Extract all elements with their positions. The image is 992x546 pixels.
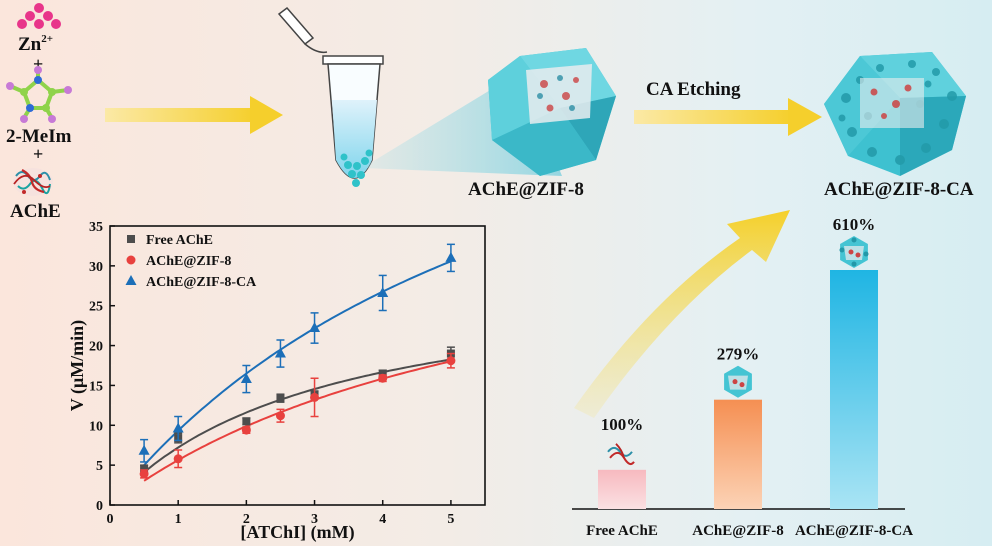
zinc-ions-icon: [17, 3, 61, 29]
y-tick-label: 0: [96, 499, 103, 514]
bar-value-label-1: 279%: [717, 345, 760, 364]
molecule-atoms: [6, 66, 72, 123]
reaction-tube-icon: [277, 6, 384, 187]
bar-0: [598, 469, 646, 509]
data-point-1: [173, 454, 183, 464]
plus-sign: +: [33, 54, 43, 74]
data-point-1: [241, 425, 251, 435]
x-tick-label: 3: [311, 512, 318, 527]
y-tick-label: 20: [89, 340, 103, 355]
zif8-ca-small-crystal-icon: [839, 236, 869, 268]
plot-frame: [109, 225, 486, 506]
y-tick-label: 15: [89, 379, 103, 394]
legend-label-1: AChE@ZIF-8: [146, 254, 231, 269]
data-point-2: [138, 444, 150, 455]
data-point-0: [140, 465, 149, 474]
bar-2: [830, 270, 878, 509]
bar-1: [714, 399, 762, 509]
data-point-0: [276, 394, 285, 403]
y-tick-label: 30: [89, 260, 103, 275]
data-point-2: [274, 347, 286, 358]
synthesis-arrow: [105, 96, 283, 134]
zif8-ca-porous-crystal-icon: [824, 52, 966, 176]
activity-bar-chart: 100% Free AChE 279% AChE@ZIF-8 610% AChE@ZIF-…: [572, 215, 913, 539]
y-tick-label: 35: [89, 220, 103, 235]
x-tick-label: 2: [243, 512, 250, 527]
data-point-0: [242, 417, 251, 426]
fit-curve-1: [143, 360, 452, 482]
legend-marker-2: [125, 275, 137, 285]
bar-value-label-0: 100%: [601, 415, 644, 434]
bar-value-label-2: 610%: [833, 215, 876, 234]
data-point-2: [445, 251, 457, 262]
enzyme-label: AChE: [10, 201, 61, 222]
zn-label: Zn2+: [18, 33, 53, 55]
product1-label: AChE@ZIF-8: [468, 179, 584, 200]
data-point-1: [446, 356, 456, 366]
data-point-0: [378, 369, 387, 378]
bar-category-label-1: AChE@ZIF-8: [692, 523, 783, 539]
data-point-1: [275, 411, 285, 421]
data-point-1: [310, 392, 320, 402]
data-point-2: [240, 373, 252, 384]
fit-curve-2: [143, 260, 452, 466]
legend-label-0: Free AChE: [146, 233, 213, 248]
mim-label: 2-MeIm: [6, 126, 72, 147]
bar-category-label-0: Free AChE: [586, 523, 658, 539]
legend-marker-0: [127, 235, 135, 243]
legend-label-2: AChE@ZIF-8-CA: [146, 275, 257, 290]
bar-category-label-2: AChE@ZIF-8-CA: [795, 523, 913, 539]
x-tick-label: 1: [175, 512, 182, 527]
data-point-1: [378, 373, 388, 383]
y-axis-label: V (μM/min): [67, 320, 88, 411]
x-tick-label: 5: [447, 512, 454, 527]
etching-label: CA Etching: [646, 79, 741, 100]
zif8-small-crystal-icon: [724, 365, 752, 398]
zif8-crystal-icon: [488, 48, 616, 176]
fit-curve-0: [143, 358, 452, 474]
product2-label: AChE@ZIF-8-CA: [824, 179, 974, 200]
y-tick-label: 25: [89, 300, 103, 315]
y-tick-label: 10: [89, 419, 103, 434]
legend-marker-1: [126, 255, 136, 265]
enhancement-arrow: [574, 210, 790, 418]
enzyme-protein-icon: [13, 168, 53, 196]
y-tick-label: 5: [96, 459, 103, 474]
x-axis-label: [ATChI] (mM): [240, 522, 354, 543]
data-point-2: [172, 422, 184, 433]
etching-arrow: [634, 98, 822, 136]
x-tick-label: 4: [379, 512, 386, 527]
plus-sign-2: +: [33, 144, 43, 164]
kinetics-chart: 0 1 2 3 4 5 0 5 10 15 20 25 30 35 [ATChI] (mM) V (μM/mi…: [67, 220, 486, 543]
free-enzyme-icon: [607, 443, 635, 466]
data-point-2: [377, 286, 389, 297]
data-point-1: [139, 469, 149, 479]
data-point-2: [309, 322, 321, 333]
x-tick-label: 0: [107, 512, 114, 527]
